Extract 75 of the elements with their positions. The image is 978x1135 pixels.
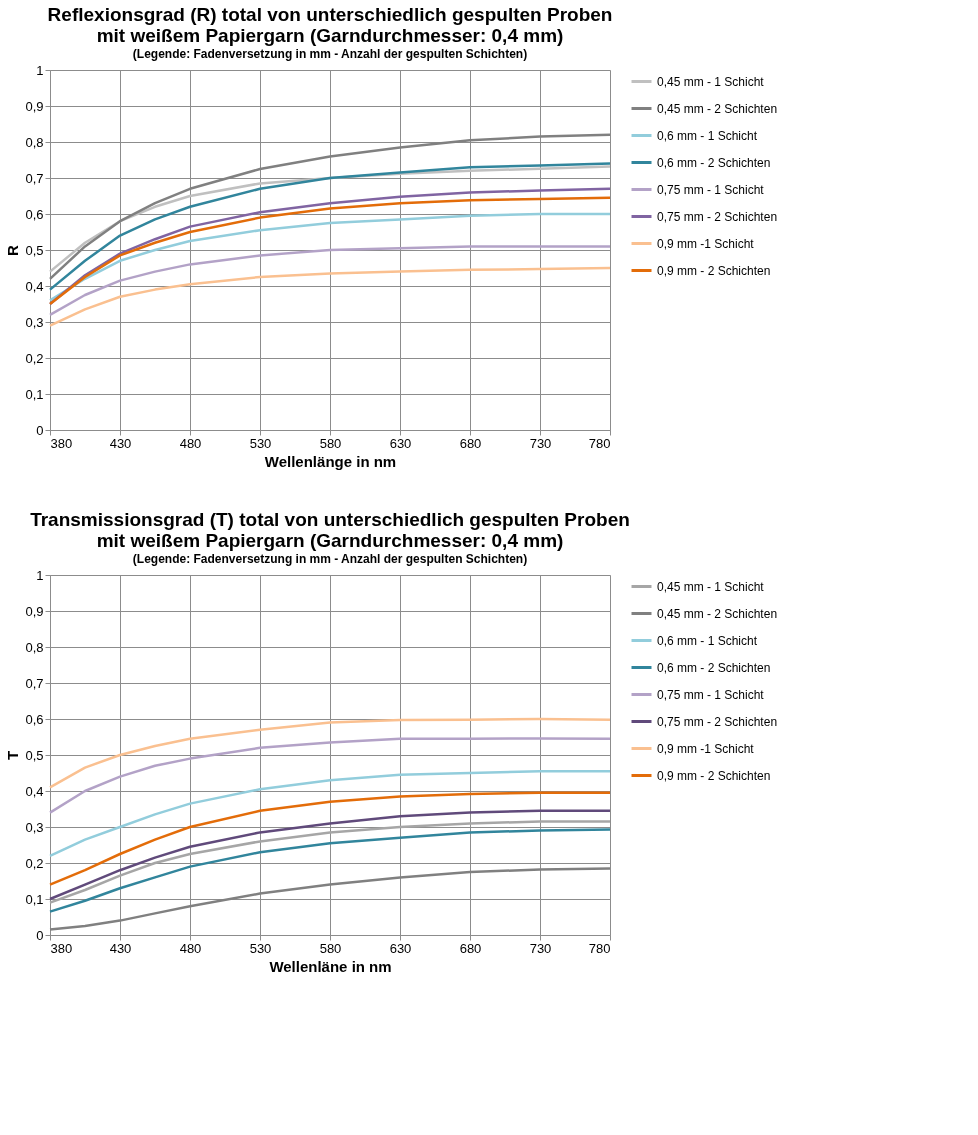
line-series — [48, 245, 612, 317]
text: mit weißem Papiergarn (Garndurchmesser: 0,4 mm) — [96, 530, 564, 551]
y-tick-label: 0 — [36, 927, 44, 943]
y-axis-title: R — [4, 244, 22, 256]
text: mit weißem Papiergarn (Garndurchmesser: 0,4 mm) — [96, 25, 564, 46]
x-tick-label: 380 — [50, 940, 73, 956]
y-tick-label: 0,1 — [25, 386, 44, 402]
y-tick-label: 0,5 — [25, 242, 44, 258]
legend-label: 0,9 mm - 2 Schichten — [657, 263, 771, 278]
line-series — [48, 828, 612, 913]
legend-label: 0,75 mm - 2 Schichten — [657, 714, 778, 729]
legend-label: 0,75 mm - 1 Schicht — [657, 687, 765, 702]
legend-label: 0,6 mm - 1 Schicht — [657, 633, 758, 648]
legend-label: 0,45 mm - 2 Schichten — [657, 606, 778, 621]
x-tick-label: 730 — [529, 940, 552, 956]
y-tick-label: 1 — [36, 567, 44, 583]
x-tick-label: 580 — [319, 940, 342, 956]
x-tick-label: 780 — [588, 435, 611, 451]
x-tick-label: 380 — [50, 435, 73, 451]
text: Transmissionsgrad (T) total von unterschiedlich gespulten Proben — [30, 509, 630, 530]
y-tick-label: 0,6 — [25, 711, 44, 727]
y-tick-label: 0,8 — [25, 134, 44, 150]
x-tick-label: 530 — [249, 435, 272, 451]
y-tick-label: 0 — [36, 422, 44, 438]
chart-subtitle: (Legende: Fadenversetzung in mm - Anzahl der gespulten Schichten) — [132, 552, 528, 566]
x-tick-label: 730 — [529, 435, 552, 451]
x-tick-label: 480 — [179, 940, 202, 956]
line-series — [48, 769, 612, 858]
y-tick-label: 0,3 — [25, 314, 44, 330]
line-series — [48, 717, 612, 789]
legend-label: 0,6 mm - 1 Schicht — [657, 128, 758, 143]
y-tick-label: 0,9 — [25, 603, 44, 619]
line-series — [48, 791, 612, 886]
y-tick-label: 0,7 — [25, 170, 44, 186]
legend-label: 0,75 mm - 1 Schicht — [657, 182, 765, 197]
y-tick-label: 0,2 — [25, 855, 44, 871]
line-series — [48, 266, 612, 327]
legend-label: 0,9 mm -1 Schicht — [657, 236, 755, 251]
legend-label: 0,9 mm -1 Schicht — [657, 741, 755, 756]
legend-label: 0,45 mm - 2 Schichten — [657, 101, 778, 116]
x-tick-label: 480 — [179, 435, 202, 451]
x-tick-label: 630 — [389, 435, 412, 451]
y-axis-title: T — [4, 750, 22, 761]
y-tick-label: 0,9 — [25, 98, 44, 114]
y-tick-label: 0,5 — [25, 747, 44, 763]
x-tick-label: 580 — [319, 435, 342, 451]
y-tick-label: 0,6 — [25, 206, 44, 222]
y-tick-label: 0,8 — [25, 639, 44, 655]
x-tick-label: 430 — [109, 940, 132, 956]
legend-label: 0,75 mm - 2 Schichten — [657, 209, 778, 224]
legend-label: 0,9 mm - 2 Schichten — [657, 768, 771, 783]
x-tick-label: 630 — [389, 940, 412, 956]
line-series — [48, 162, 612, 291]
x-tick-label: 680 — [459, 940, 482, 956]
y-tick-label: 0,2 — [25, 350, 44, 366]
x-tick-label: 430 — [109, 435, 132, 451]
x-axis-title: Wellenlänge in nm — [264, 452, 397, 470]
y-tick-label: 0,7 — [25, 675, 44, 691]
y-tick-label: 0,4 — [25, 783, 44, 799]
x-tick-label: 680 — [459, 435, 482, 451]
y-tick-label: 1 — [36, 62, 44, 78]
legend-label: 0,6 mm - 2 Schichten — [657, 660, 771, 675]
x-tick-label: 780 — [588, 940, 611, 956]
text: Reflexionsgrad (R) total von unterschiedlich gespulten Proben — [47, 4, 613, 25]
legend-label: 0,6 mm - 2 Schichten — [657, 155, 771, 170]
x-tick-label: 530 — [249, 940, 272, 956]
x-axis-title: Wellenläne in nm — [269, 957, 392, 975]
y-tick-label: 0,3 — [25, 819, 44, 835]
legend-label: 0,45 mm - 1 Schicht — [657, 579, 765, 594]
line-series — [48, 212, 612, 302]
chart-subtitle: (Legende: Fadenversetzung in mm - Anzahl der gespulten Schichten) — [132, 47, 528, 61]
y-tick-label: 0,1 — [25, 891, 44, 907]
line-series — [48, 737, 612, 814]
legend-label: 0,45 mm - 1 Schicht — [657, 74, 765, 89]
y-tick-label: 0,4 — [25, 278, 44, 294]
